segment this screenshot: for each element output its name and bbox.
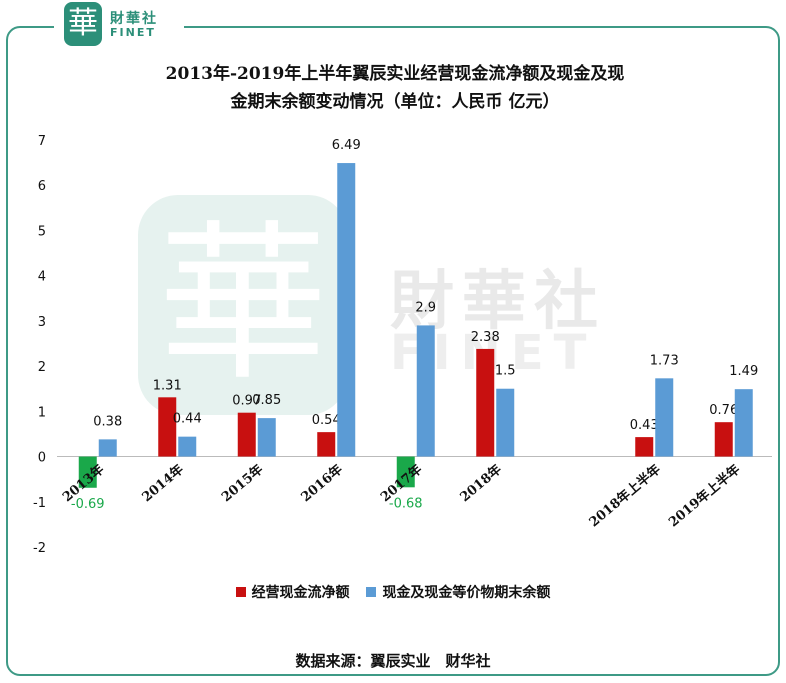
y-tick-label: -1 [33,496,46,511]
watermark-logo: 華 [138,195,348,415]
data-label-operating: 0.43 [630,418,659,433]
bar-operating-cash-flow [476,348,495,457]
data-label-operating: -0.68 [389,496,423,511]
data-label-cash: 2.9 [415,300,436,315]
data-label-operating: 0.76 [709,403,738,418]
x-tick-label: 2016年 [298,461,346,505]
x-tick-label: 2014年 [139,461,187,505]
bar-operating-cash-flow [714,422,733,457]
data-label-cash: 0.38 [93,414,122,429]
bar-operating-cash-flow [396,456,415,488]
bar-operating-cash-flow [78,456,97,488]
y-tick-label: 6 [38,179,46,194]
data-label-operating: -0.69 [71,497,105,512]
data-label-cash: 1.5 [495,364,516,379]
y-tick-label: 2 [38,360,46,375]
finet-logo: 華 財華社 FINET [54,0,184,50]
data-label-cash: 1.73 [650,353,679,368]
x-tick-label: 2015年 [218,461,266,505]
data-label-cash: 6.49 [332,138,361,153]
bar-cash-balance [496,388,515,457]
data-label-cash: 0.44 [173,412,202,427]
x-tick-label: 2019年上半年 [665,461,743,530]
x-tick-label: 2018年 [457,461,505,505]
chart-frame [6,26,780,676]
y-tick-label: 4 [38,270,46,285]
bar-cash-balance [734,389,753,457]
bar-operating-cash-flow [237,412,256,457]
legend-swatch-blue [366,587,377,597]
chart-title-line1: 2013年-2019年上半年翼辰实业经营现金流净额及现金及现 [165,64,625,84]
legend-item-operating-cash-flow: 经营现金流净额 [235,582,350,602]
data-label-cash: 0.85 [252,393,281,408]
y-tick-label: 5 [38,224,46,239]
y-tick-label: 0 [38,451,46,466]
bar-cash-balance [416,325,435,457]
legend-item-cash-balance: 现金及现金等价物期末余额 [366,582,550,602]
data-label-operating: 1.31 [153,378,182,393]
logo-english-text: FINET [110,26,156,39]
legend-label: 经营现金流净额 [251,585,350,601]
data-source: 数据来源：翼辰实业 财华社 [295,652,491,670]
bar-cash-balance [98,439,117,457]
data-label-cash: 1.49 [729,364,758,379]
bar-operating-cash-flow [158,397,177,457]
y-tick-label: -2 [33,541,46,556]
logo-mark: 華 [64,2,102,46]
legend: 经营现金流净额 现金及现金等价物期末余额 [0,582,786,602]
logo-chinese-text: 財華社 [110,11,158,27]
data-label-operating: 2.38 [471,330,500,345]
chart-title: 2013年-2019年上半年翼辰实业经营现金流净额及现金及现 金期末余额变动情况… [60,60,730,116]
bar-operating-cash-flow [317,432,336,457]
legend-swatch-red [235,587,246,597]
x-tick-label: 2018年上半年 [586,461,664,530]
legend-label: 现金及现金等价物期末余额 [382,585,551,601]
data-label-operating: 0.54 [312,413,341,428]
bar-cash-balance [257,418,276,457]
y-tick-label: 7 [38,134,46,149]
bar-cash-balance [337,163,356,457]
bar-cash-balance [178,436,197,457]
y-tick-label: 3 [38,315,46,330]
chart-title-line2: 金期末余额变动情况（单位：人民币 亿元） [230,92,560,112]
data-label-operating: 0.97 [232,394,261,409]
bar-cash-balance [655,378,674,457]
bar-operating-cash-flow [635,437,654,457]
y-tick-label: 1 [38,405,46,420]
